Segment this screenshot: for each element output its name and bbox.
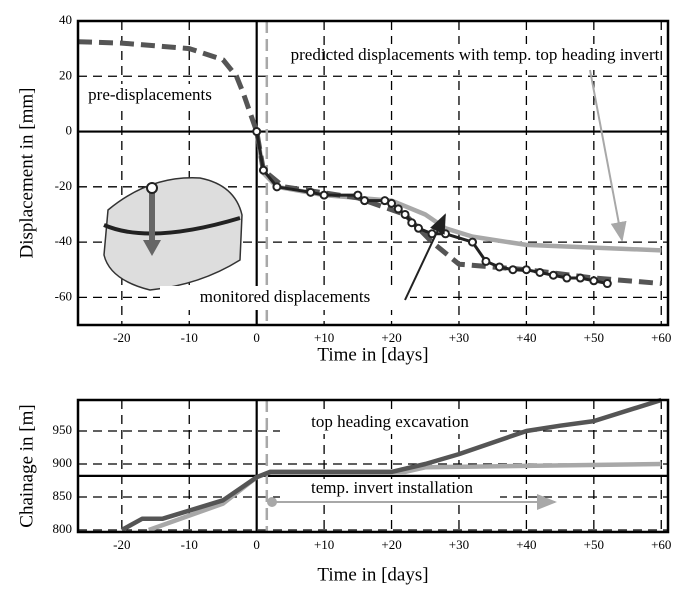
data-point [306, 187, 316, 197]
y-tick-label: -40 [55, 233, 72, 248]
y-tick-label: 800 [53, 521, 73, 536]
x-axis-title: Time in [days] [317, 564, 428, 585]
x-tick-label: +60 [651, 537, 671, 552]
y-tick-label: 40 [59, 12, 72, 27]
y-tick-label: 0 [66, 123, 73, 138]
label-background [85, 84, 215, 108]
data-point [353, 190, 363, 200]
x-tick-label: -20 [113, 330, 130, 345]
x-tick-label: -10 [181, 330, 198, 345]
data-point [602, 279, 612, 289]
y-tick-label: 900 [53, 455, 73, 470]
x-tick-label: +40 [516, 537, 536, 552]
data-point [440, 229, 450, 239]
data-point [548, 270, 558, 280]
data-point [407, 218, 417, 228]
series-label: pre-displacements [88, 85, 212, 104]
data-point [258, 165, 268, 175]
data-point [481, 256, 491, 266]
series-label: temp. invert installation [311, 478, 473, 497]
y-axis-title: Displacement in [mm] [16, 88, 37, 259]
data-point [272, 182, 282, 192]
x-tick-label: +30 [449, 330, 469, 345]
data-point [562, 273, 572, 283]
series-label: predicted displacements with temp. top h… [291, 45, 660, 64]
data-point [589, 276, 599, 286]
data-point [467, 237, 477, 247]
y-tick-label: -20 [55, 178, 72, 193]
x-tick-label: 0 [253, 330, 260, 345]
x-tick-label: -10 [181, 537, 198, 552]
x-tick-label: +30 [449, 537, 469, 552]
x-tick-label: 0 [253, 537, 260, 552]
label-background [280, 479, 500, 501]
x-tick-label: -20 [113, 537, 130, 552]
data-point [521, 265, 531, 275]
x-tick-label: +40 [516, 330, 536, 345]
data-point [400, 209, 410, 219]
x-tick-label: +60 [651, 330, 671, 345]
y-tick-label: 20 [59, 67, 72, 82]
y-tick-label: 850 [53, 488, 73, 503]
data-point [575, 273, 585, 283]
x-tick-label: +10 [314, 537, 334, 552]
arrow [404, 213, 446, 301]
y-tick-label: 950 [53, 422, 73, 437]
label-background [330, 44, 620, 70]
label-background [280, 412, 500, 434]
data-point [393, 204, 403, 214]
x-tick-label: +50 [584, 330, 604, 345]
arrow-origin [267, 497, 277, 507]
label-background [160, 286, 410, 310]
data-point [252, 127, 262, 137]
x-axis-title: Time in [days] [317, 344, 428, 365]
tunnel-icon [103, 177, 243, 291]
data-point [508, 265, 518, 275]
x-tick-label: +50 [584, 537, 604, 552]
series-label: top heading excavation [311, 412, 469, 431]
data-point [319, 190, 329, 200]
plot-frame [76, 398, 670, 534]
data-point [414, 223, 424, 233]
data-point [535, 267, 545, 277]
series-line [77, 39, 662, 286]
y-tick-label: -60 [55, 288, 72, 303]
x-tick-label: +20 [381, 537, 401, 552]
series-line [120, 397, 662, 532]
data-point [387, 198, 397, 208]
data-point [494, 262, 504, 272]
y-axis-title: Chainage in [m] [16, 404, 37, 527]
x-tick-label: +20 [381, 330, 401, 345]
x-tick-label: +10 [314, 330, 334, 345]
data-point [360, 196, 370, 206]
series-label: monitored displacements [200, 287, 370, 306]
arrow [589, 69, 627, 242]
plot-frame [76, 19, 670, 327]
